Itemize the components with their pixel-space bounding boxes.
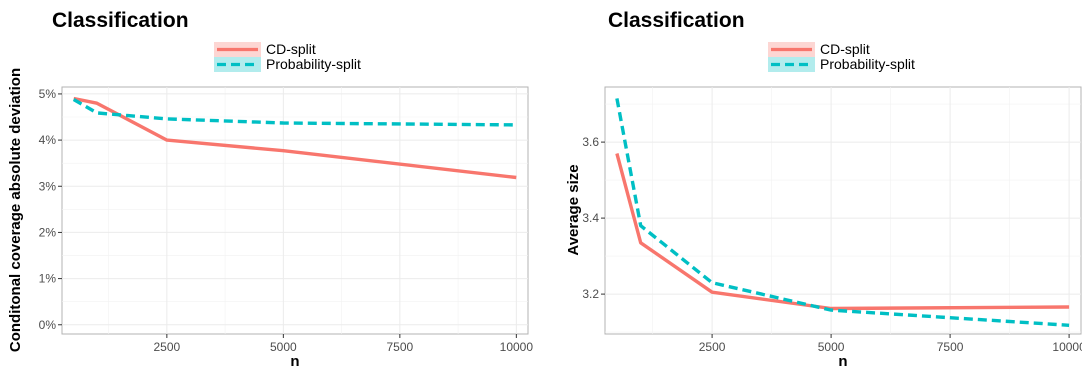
chart-right-y-tick-label: 3.4 — [582, 211, 599, 225]
chart-left-series — [72, 96, 517, 180]
chart-right-y-axis-title: Average size — [565, 164, 582, 255]
chart-left-x-tick-label: 2500 — [153, 340, 180, 354]
chart-right-y-tick-label: 3.2 — [582, 287, 599, 301]
chart-right-legend-item-probability-split: Probability-split — [768, 56, 915, 72]
series-line-cd-split — [73, 96, 517, 180]
series-line-probability-split — [72, 98, 517, 127]
chart-right-title: Classification — [608, 9, 745, 32]
series-line-probability-split — [615, 98, 1070, 327]
chart-right: Classification CD-split Probability-spli… — [565, 9, 1082, 369]
chart-left-y-tick-label: 2% — [39, 225, 57, 239]
chart-right-x-ticks: 2500 5000 7500 10000 — [699, 340, 1082, 354]
chart-right-legend-label-probability-split: Probability-split — [820, 56, 915, 72]
chart-right-x-axis-title: n — [838, 353, 847, 369]
chart-left-y-ticks: 0% 1% 2% 3% 4% 5% — [39, 87, 57, 332]
chart-left-x-ticks: 2500 5000 7500 10000 — [153, 340, 533, 354]
chart-right-y-tick-label: 3.6 — [582, 135, 599, 149]
chart-right-gridlines — [601, 87, 1081, 338]
chart-left-gridlines — [58, 87, 528, 338]
chart-left-y-axis-title: Conditonal coverage absolute deviation — [7, 68, 24, 352]
chart-left-x-tick-label: 5000 — [270, 340, 297, 354]
chart-left-y-tick-label: 3% — [39, 179, 57, 193]
chart-left-legend-item-cd-split: CD-split — [214, 41, 316, 57]
chart-right-legend: CD-split Probability-split — [768, 41, 915, 72]
chart-left-legend-label-probability-split: Probability-split — [266, 56, 361, 72]
chart-left-plot-area — [61, 86, 529, 335]
series-line-cd-split — [615, 153, 1070, 311]
chart-left-y-tick-label: 5% — [39, 87, 57, 101]
chart-right-legend-label-cd-split: CD-split — [820, 41, 870, 57]
chart-right-x-tick-label: 2500 — [699, 340, 726, 354]
chart-right-series — [615, 98, 1070, 327]
chart-left: Classification CD-split Probability-spli… — [7, 9, 533, 369]
chart-left-y-tick-label: 4% — [39, 133, 57, 147]
chart-left-y-tick-label: 1% — [39, 272, 57, 286]
chart-left-legend-label-cd-split: CD-split — [266, 41, 316, 57]
chart-left-x-axis-title: n — [290, 353, 299, 369]
chart-left-x-tick-label: 10000 — [500, 340, 534, 354]
chart-right-x-tick-label: 5000 — [818, 340, 845, 354]
chart-right-x-tick-label: 7500 — [937, 340, 964, 354]
chart-left-title: Classification — [52, 9, 189, 32]
chart-left-y-tick-label: 0% — [39, 318, 57, 332]
chart-right-x-tick-label: 10000 — [1052, 340, 1082, 354]
chart-right-y-ticks: 3.2 3.4 3.6 — [582, 135, 599, 301]
chart-right-legend-item-cd-split: CD-split — [768, 41, 870, 57]
chart-left-legend: CD-split Probability-split — [214, 41, 361, 72]
chart-left-legend-item-probability-split: Probability-split — [214, 56, 361, 72]
chart-left-x-tick-label: 7500 — [386, 340, 413, 354]
chart-right-plot-area — [604, 86, 1082, 335]
